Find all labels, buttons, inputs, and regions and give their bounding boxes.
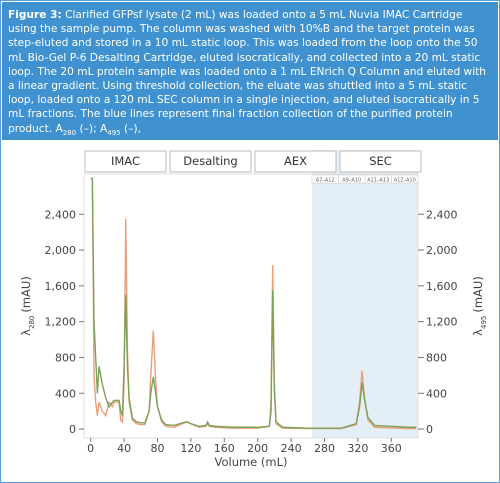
x-tick-label: 0 [87,442,94,455]
y-tick-label: 800 [55,351,76,364]
y2-axis-label-sub: 495 [480,316,488,329]
phase-label: AEX [284,154,307,168]
caption-text: Clarified GFPsf lysate (2 mL) was loaded… [8,9,487,135]
y2-tick-label: 400 [426,387,447,400]
x-tick-label: 40 [117,442,131,455]
legend-mark: (–); [79,122,97,135]
phase-box [169,150,252,173]
y2-tick-label: 1,200 [426,316,458,329]
x-tick-label: 360 [381,442,402,455]
x-tick-label: 120 [180,442,201,455]
plot-area [90,177,417,430]
legend-sub: 495 [107,128,121,137]
y-axis-label-unit: (mAU) [19,276,33,312]
caption-legend: A280 (–); A495 (–), [55,122,141,137]
y2-tick-label: 2,000 [426,244,458,257]
fraction-label: A11–A13 [367,178,389,184]
phase-box [84,150,167,173]
y2-tick-label: 800 [426,351,447,364]
legend-sub: 280 [62,128,77,137]
legend-symbol: A [55,122,63,135]
x-axis-label: Volume (mL) [214,455,287,469]
y-axis-label-sub: 280 [28,316,36,329]
phase-label: IMAC [111,154,140,168]
y-tick-label: 2,000 [45,244,77,257]
y-axis-label: λ280 (mAU) [19,276,36,336]
x-tick-label: 80 [150,442,164,455]
y2-axis-label-symbol: λ [471,329,485,336]
phase-box [339,150,422,173]
plot-frame [83,173,419,439]
fraction-label: A9–A10 [342,178,361,184]
legend-symbol: A [100,122,108,135]
y-axis-label-symbol: λ [19,329,33,336]
x-tick-label: 320 [347,442,368,455]
phase-label: SEC [369,154,392,168]
y2-tick-label: 2,400 [426,208,458,221]
y2-axis-label-unit: (mAU) [471,276,485,312]
legend-mark: (–), [124,122,141,135]
x-tick-label: 200 [247,442,268,455]
y-tick-label: 1,600 [45,280,77,293]
fraction-label: A7–A12 [316,178,335,184]
y-tick-label: 1,200 [45,316,77,329]
y-tick-label: 0 [69,423,76,436]
phase-box [254,150,337,173]
caption-label: Figure 3: [8,9,62,21]
phase-label: Desalting [183,154,237,168]
fraction-label: A12–A10 [394,178,416,184]
shaded-region [311,150,418,438]
y-tick-label: 2,400 [45,208,77,221]
y2-tick-label: 0 [426,423,433,436]
x-tick-label: 240 [281,442,302,455]
caption: Figure 3: Clarified GFPsf lysate (2 mL) … [2,2,498,140]
y2-tick-label: 1,600 [426,280,458,293]
x-tick-label: 280 [314,442,335,455]
y2-axis-label: λ495 (mAU) [471,276,488,336]
y-tick-label: 400 [55,387,76,400]
x-tick-label: 160 [214,442,235,455]
series-line [90,177,417,429]
